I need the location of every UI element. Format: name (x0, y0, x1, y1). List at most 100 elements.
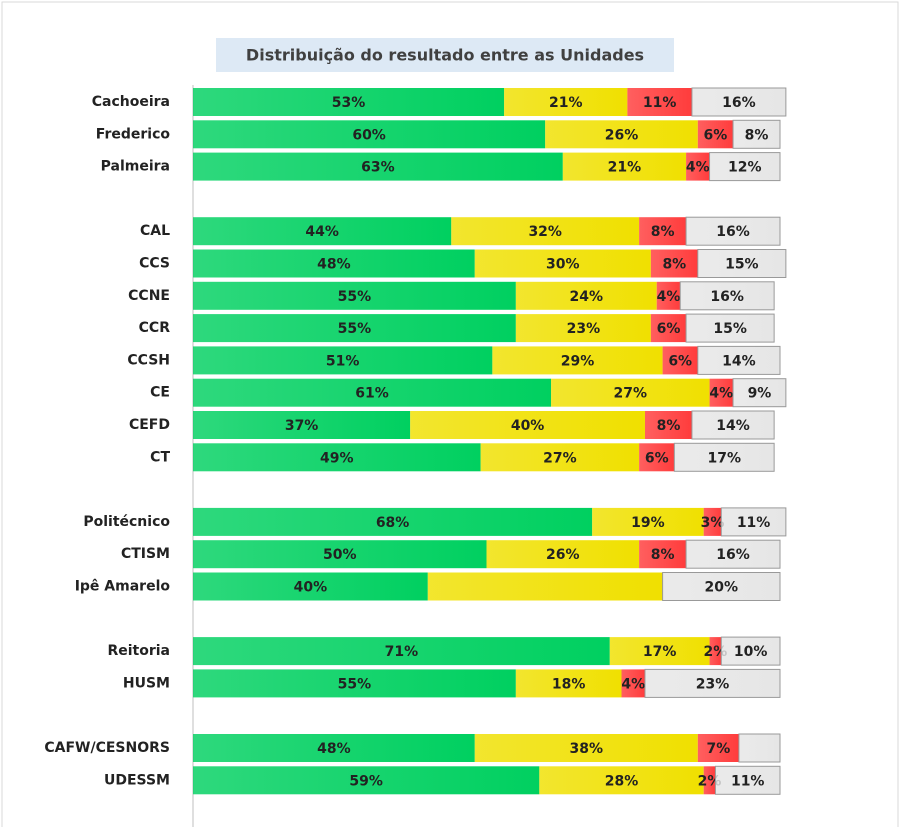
bar-segment (193, 637, 610, 666)
category-label: CTISM (121, 546, 170, 562)
bar-segment (691, 87, 787, 117)
data-label: 71% (385, 644, 419, 660)
data-label: 61% (355, 386, 389, 402)
data-label: 15% (713, 321, 747, 337)
data-label: 8% (657, 418, 681, 434)
data-label: 17% (707, 450, 741, 466)
bar-segment (609, 637, 710, 666)
bar-segment (738, 733, 781, 763)
bar-segment (714, 765, 781, 795)
data-label: 8% (745, 127, 769, 143)
data-label: 17% (643, 644, 677, 660)
data-label: 55% (338, 289, 372, 305)
data-label: 59% (349, 773, 383, 789)
data-label: 16% (716, 547, 750, 563)
data-label: 4% (657, 289, 681, 305)
data-label: 9% (748, 386, 772, 402)
bar-segment (193, 378, 552, 407)
data-label: 19% (631, 515, 665, 531)
bar-segment (644, 668, 781, 698)
data-label: 6% (645, 450, 669, 466)
bar-segment (193, 346, 493, 375)
data-label: 6% (668, 353, 692, 369)
bar-segment (193, 572, 428, 601)
bar-segment (539, 766, 704, 795)
bar-segment (410, 411, 645, 439)
data-label: 7% (706, 741, 730, 757)
bar-segment (193, 249, 475, 278)
data-label: 4% (621, 676, 645, 692)
category-label: CT (150, 449, 170, 465)
bar-segment (515, 281, 657, 310)
data-label: 8% (651, 224, 675, 240)
bar-segment (562, 152, 687, 181)
bar-segment (193, 507, 593, 536)
bar-segment (685, 313, 775, 343)
data-label: 4% (709, 386, 733, 402)
bar-segment (639, 443, 675, 472)
bar-segment (592, 507, 704, 536)
bar-segment (709, 637, 722, 666)
bar-segment (686, 152, 710, 181)
data-label: 14% (716, 418, 750, 434)
bar-segment (621, 669, 645, 698)
data-label: 16% (710, 289, 744, 305)
bar-segment (193, 411, 411, 439)
bar-segment (193, 217, 452, 246)
bar-segment (662, 346, 698, 375)
data-label: 44% (305, 224, 339, 240)
bar-segment (474, 249, 651, 278)
data-label: 63% (361, 160, 395, 176)
bar-segment (697, 734, 739, 762)
data-label: 10% (734, 644, 768, 660)
data-label: 16% (716, 224, 750, 240)
bar-segment (639, 217, 687, 246)
bar-segment (656, 281, 681, 310)
bar-segment (709, 152, 781, 182)
bar-segment (193, 540, 487, 569)
category-label: CAFW/CESNORS (44, 740, 170, 756)
data-label: 16% (722, 95, 756, 111)
bar-segment (639, 540, 687, 569)
bar-segment (193, 120, 546, 149)
data-label: 14% (722, 353, 756, 369)
data-label: 23% (567, 321, 601, 337)
bar-segment (732, 378, 787, 408)
bar-segment (486, 540, 640, 569)
data-label: 29% (561, 353, 595, 369)
data-label: 37% (285, 418, 319, 434)
bar-segment (650, 249, 698, 278)
data-label: 28% (605, 773, 639, 789)
bar-segment (709, 378, 734, 407)
data-label: 8% (662, 257, 686, 273)
bar-segment (504, 88, 628, 116)
category-label: UDESSM (104, 772, 170, 788)
bar-segment (673, 442, 775, 472)
data-label: 11% (731, 773, 765, 789)
bar-segment (474, 734, 698, 762)
data-label: 48% (317, 257, 351, 273)
bar-segment (720, 636, 781, 666)
data-label: 6% (704, 127, 728, 143)
bar-segment (627, 88, 692, 116)
category-label: CCR (139, 320, 171, 336)
bar-segment (697, 120, 734, 149)
data-label: 40% (294, 580, 328, 596)
bar-segment (193, 281, 516, 310)
category-label: Cachoeira (92, 94, 170, 110)
bar-segment (697, 249, 787, 278)
data-label: 48% (317, 741, 351, 757)
data-label: 11% (737, 515, 771, 531)
data-label: 32% (528, 224, 562, 240)
category-label: CCS (139, 256, 170, 272)
bar-segment (662, 572, 781, 601)
title-box (216, 38, 674, 72)
data-label: 8% (651, 547, 675, 563)
data-label: 30% (546, 257, 580, 273)
bar-segment (193, 152, 563, 181)
data-label: 60% (352, 127, 386, 143)
data-label: 15% (725, 257, 759, 273)
bar-segment (480, 443, 640, 472)
data-label: 6% (657, 321, 681, 337)
bar-segment (515, 669, 622, 698)
